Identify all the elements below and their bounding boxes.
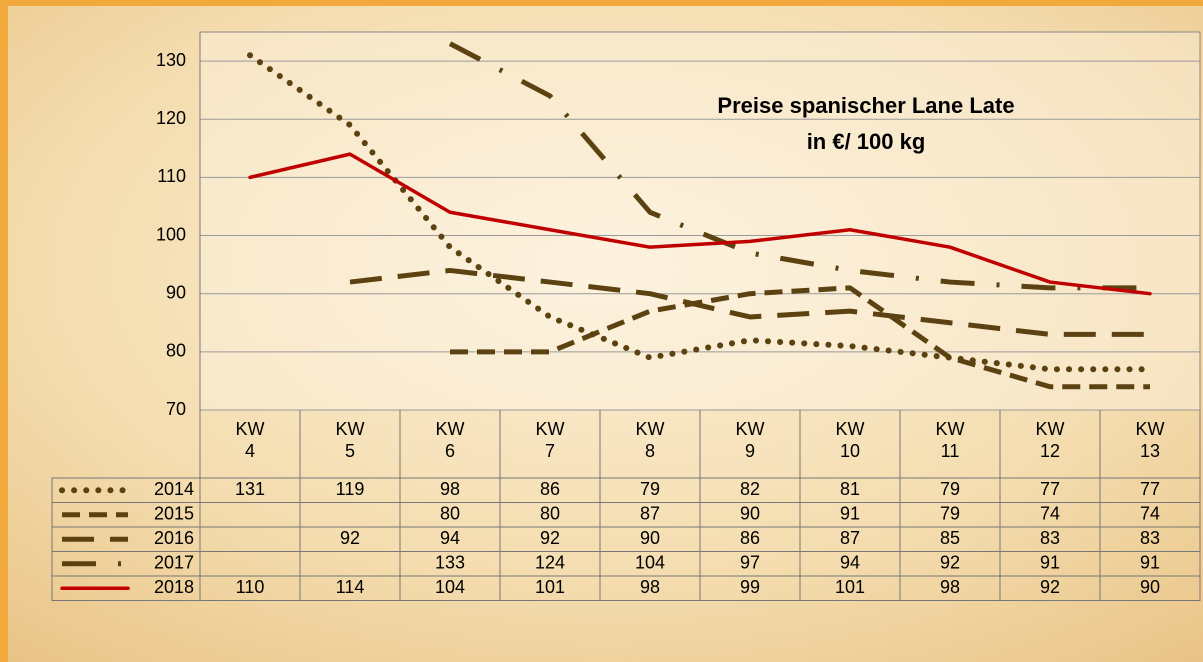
legend-label: 2016 [154,528,194,548]
table-value: 91 [1040,553,1060,573]
table-value: 91 [1140,553,1160,573]
y-tick-label: 90 [166,282,186,302]
background [8,6,1203,662]
x-tick-label: KW 10 [836,419,865,461]
plot-area [199,31,1201,411]
table-value: 91 [840,504,860,524]
table-value: 79 [940,504,960,524]
table-value: 94 [440,528,460,548]
table-value: 97 [740,553,760,573]
x-tick-label: KW 12 [1036,419,1065,461]
table-value: 114 [336,577,365,597]
series-line [349,267,1150,337]
x-tick-label-line: KW [1136,419,1165,439]
chart-title: Preise spanischer Lane Late [717,93,1014,118]
x-tick-label: KW 6 [436,419,465,461]
table-value: 87 [840,528,860,548]
table-value: 77 [1140,479,1160,499]
x-tick-label-line: 8 [645,441,655,461]
table-value: 83 [1040,528,1060,548]
table-value: 119 [336,479,365,499]
x-tick-label-line: KW [1036,419,1065,439]
table-value: 124 [535,553,565,573]
x-tick-label-line: KW [736,419,765,439]
table-value: 98 [440,479,460,499]
table-value: 77 [1040,479,1060,499]
x-tick-label-line: 4 [245,441,255,461]
table-value: 131 [235,479,265,499]
x-tick-label-line: KW [336,419,365,439]
x-tick-label-line: KW [236,419,265,439]
x-tick-label-line: KW [436,419,465,439]
table-value: 101 [535,577,565,597]
table-value: 81 [840,479,860,499]
x-tick-label-line: 12 [1040,441,1060,461]
table-value: 90 [640,528,660,548]
x-tick-label: KW 4 [236,419,265,461]
table-value: 79 [940,479,960,499]
x-tick-label-line: KW [636,419,665,439]
y-tick-label: 70 [166,399,186,419]
table-value: 98 [940,577,960,597]
table-value: 110 [236,577,265,597]
table-value: 86 [540,479,560,499]
legend-label: 2015 [154,504,194,524]
table-value: 85 [940,528,960,548]
y-tick-label: 80 [166,341,186,361]
y-tick-label: 110 [157,166,186,186]
x-tick-label: KW 7 [536,419,565,461]
x-tick-label-line: 10 [840,441,860,461]
x-tick-label: KW 5 [336,419,365,461]
x-tick-label-line: KW [936,419,965,439]
table-value: 101 [835,577,865,597]
y-tick-label: 100 [156,224,186,244]
table-value: 99 [740,577,760,597]
table-value: 92 [340,528,360,548]
table-value: 94 [840,553,860,573]
x-tick-label-line: KW [536,419,565,439]
x-tick-label-line: 6 [445,441,455,461]
chart-subtitle: in €/ 100 kg [807,129,926,154]
table-value: 83 [1140,528,1160,548]
table-value: 133 [435,553,465,573]
table-value: 80 [540,504,560,524]
table-value: 98 [640,577,660,597]
x-tick-label: KW 9 [736,419,765,461]
x-tick-label-line: 13 [1140,441,1160,461]
x-tick-label: KW 11 [936,419,965,461]
table-value: 92 [940,553,960,573]
table-value: 87 [640,504,660,524]
table-value: 74 [1140,504,1160,524]
x-tick-label-line: 11 [941,441,960,461]
legend-label: 2018 [154,577,194,597]
legend-label: 2017 [154,553,194,573]
x-tick-label: KW 8 [636,419,665,461]
series-line [448,41,1150,291]
x-tick-label-line: 5 [345,441,355,461]
table-value: 92 [1040,577,1060,597]
table-value: 104 [435,577,465,597]
table-value: 82 [740,479,760,499]
table-value: 90 [1140,577,1160,597]
series-line [450,285,1150,390]
table-value: 86 [740,528,760,548]
x-tick-label: KW 13 [1136,419,1165,461]
x-tick-label-line: 7 [545,441,555,461]
table-value: 79 [640,479,660,499]
table-value: 92 [540,528,560,548]
legend-label: 2014 [154,479,194,499]
table-value: 74 [1040,504,1060,524]
table-value: 80 [440,504,460,524]
series-line [248,152,1152,296]
y-tick-label: 130 [156,50,186,70]
x-tick-label-line: KW [836,419,865,439]
table-value: 104 [635,553,665,573]
y-tick-label: 120 [156,108,186,128]
table-value: 90 [740,504,760,524]
x-tick-label-line: 9 [745,441,755,461]
